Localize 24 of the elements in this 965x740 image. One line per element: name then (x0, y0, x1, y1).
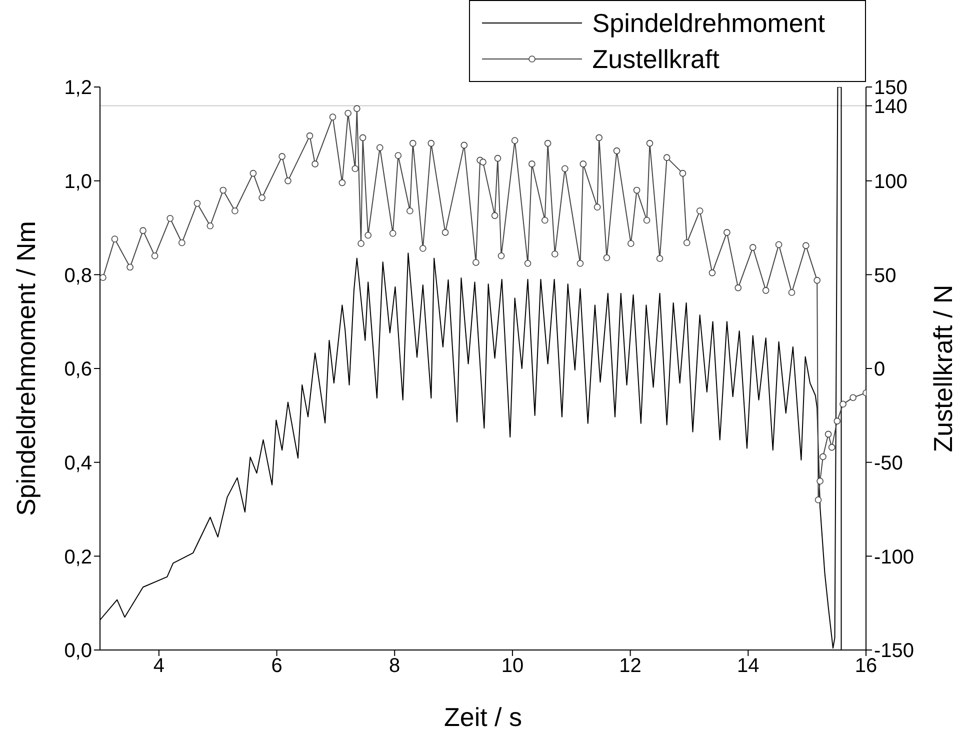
y2-tick-label: 100 (874, 170, 908, 193)
x-tick-label: 12 (619, 655, 642, 678)
x-tick-label: 6 (271, 655, 282, 678)
legend-label: Spindeldrehmoment (592, 8, 825, 38)
y2-axis-title: Zustellkraft / N (928, 284, 958, 452)
y2-tick-label: -100 (874, 546, 914, 568)
y-tick-label: 0,6 (64, 358, 92, 381)
legend-label: Zustellkraft (592, 44, 720, 74)
x-tick-label: 4 (153, 655, 164, 678)
x-tick-label: 10 (501, 655, 524, 678)
y2-tick-label: 0 (874, 358, 886, 381)
x-axis-title: Zeit / s (444, 702, 522, 732)
y-axis-title: Spindeldrehmoment / Nm (11, 221, 42, 516)
x-tick-label: 16 (854, 655, 878, 678)
y2-tick-label: 50 (874, 264, 896, 287)
y-tick-label: 1,0 (64, 170, 92, 193)
y2-tick-label: -50 (874, 452, 903, 474)
y-tick-label: 1,2 (64, 77, 92, 100)
y-tick-label: 0,0 (64, 640, 92, 662)
x-tick-label: 8 (389, 655, 400, 678)
y-tick-label: 0,4 (64, 452, 92, 474)
x-tick-label: 14 (737, 655, 760, 678)
y-tick-label: 0,2 (64, 546, 92, 568)
y-tick-label: 0,8 (64, 264, 92, 287)
